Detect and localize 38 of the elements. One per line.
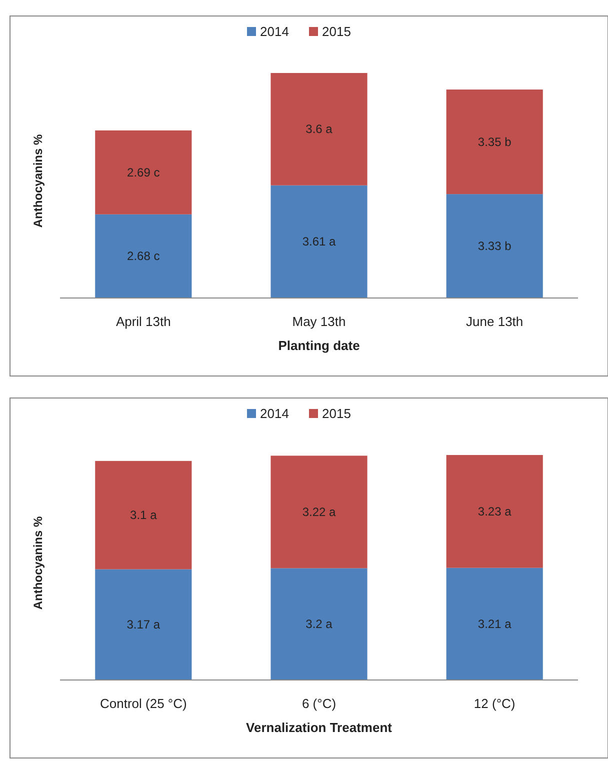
bar	[270, 185, 368, 298]
data-label: 3.22 a	[302, 504, 336, 519]
bar	[446, 90, 543, 194]
x-tick-label: April 13th	[116, 314, 171, 329]
legend-label: 2015	[322, 406, 351, 421]
bar	[446, 455, 543, 568]
bar	[95, 130, 192, 214]
legend-label: 2014	[260, 406, 289, 421]
legend-label: 2014	[260, 24, 289, 39]
data-label: 3.17 a	[126, 618, 160, 632]
data-label: 3.6 a	[306, 122, 333, 136]
bar	[446, 194, 543, 298]
bar	[95, 460, 192, 570]
bar	[270, 456, 368, 568]
y-axis-title: Anthocyanins %	[31, 516, 45, 610]
data-label: 2.68 c	[127, 249, 160, 264]
y-axis-title: Anthocyanins %	[31, 134, 45, 228]
bar	[270, 73, 368, 186]
data-label: 2.69 c	[127, 165, 160, 180]
legend-label: 2015	[322, 24, 351, 39]
x-tick-label: June 13th	[466, 314, 524, 329]
bar	[95, 214, 192, 298]
data-label: 3.61 a	[302, 234, 336, 249]
bar	[270, 568, 368, 680]
x-tick-label: May 13th	[292, 314, 346, 329]
x-tick-label: 12 (°C)	[474, 696, 516, 711]
data-label: 3.21 a	[478, 616, 512, 631]
data-label: 3.1 a	[130, 508, 158, 522]
x-axis-title: Vernalization Treatment	[246, 720, 393, 735]
data-label: 3.33 b	[478, 239, 512, 254]
data-label: 3.2 a	[306, 617, 333, 632]
bar	[95, 569, 192, 680]
x-tick-label: 6 (°C)	[302, 696, 336, 711]
x-axis-title: Planting date	[278, 338, 360, 353]
x-tick-label: Control (25 °C)	[100, 696, 187, 711]
bar	[446, 568, 543, 680]
data-label: 3.23 a	[478, 504, 512, 518]
data-label: 3.35 b	[478, 134, 512, 149]
